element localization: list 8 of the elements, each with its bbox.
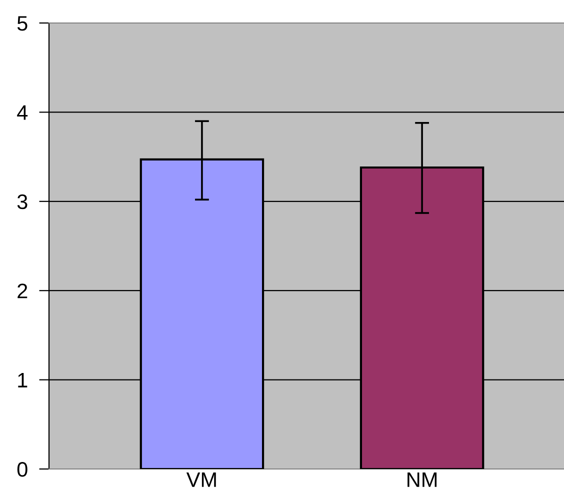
x-tick-label: NM <box>408 472 437 487</box>
y-tick-label: 3 <box>17 194 28 210</box>
x-tick-label: VM <box>186 472 216 487</box>
y-tick-label: 0 <box>17 462 28 477</box>
y-tick-label: 1 <box>18 373 28 388</box>
y-tick-label: 4 <box>17 105 28 120</box>
y-tick-label: 5 <box>17 16 28 31</box>
y-tick-label: 2 <box>18 284 28 298</box>
